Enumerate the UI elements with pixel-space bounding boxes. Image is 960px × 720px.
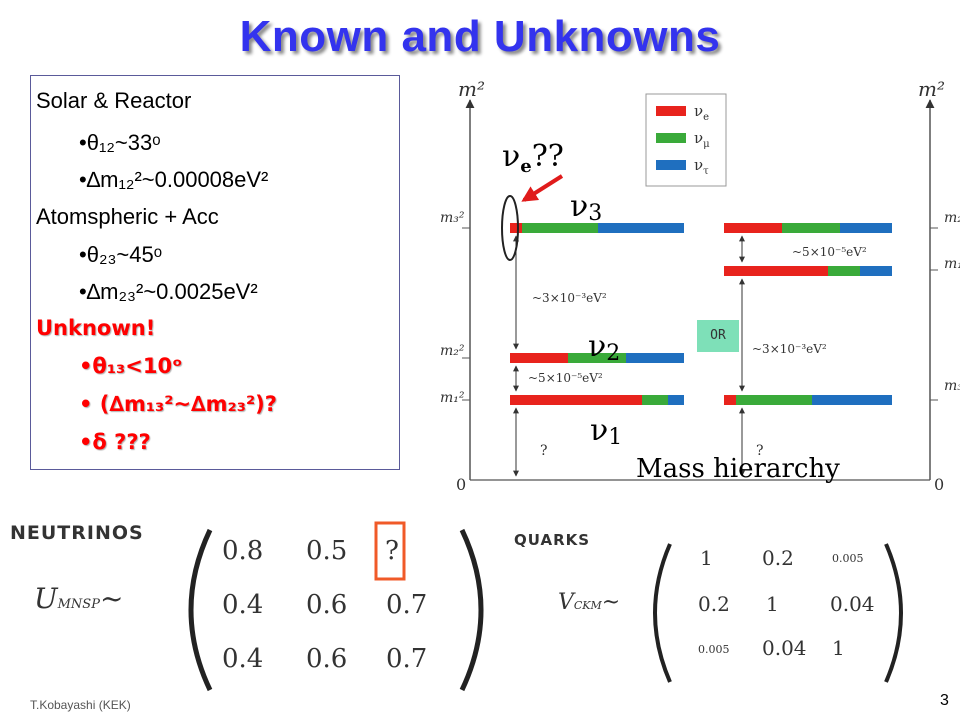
right-axis-label: m²	[918, 77, 945, 101]
zero-label-right: 0	[934, 475, 944, 494]
right-big-split-label: ~3×10⁻³eV²	[752, 342, 827, 356]
quark-cell: 0.005	[698, 643, 730, 656]
nu3-label: ν3	[570, 189, 602, 226]
author-footer: T.Kobayashi (KEK)	[30, 698, 131, 712]
neutrino-cell: 0.7	[386, 644, 428, 674]
unknown-element-highlight	[374, 521, 406, 581]
legend-swatch-nutau	[656, 160, 686, 170]
nu2-level-left	[510, 353, 684, 363]
quark-left-paren	[653, 543, 672, 683]
left-m3-label: m₃²	[440, 210, 465, 226]
neutrino-cell: 0.4	[222, 590, 264, 620]
nu3-level-right	[724, 395, 892, 405]
summary-box: Solar & Reactor •θ₁₂~33ᵒ •∆m₁₂²~0.00008e…	[30, 75, 400, 470]
neutrino-left-paren	[188, 528, 213, 692]
nue-highlight-ellipse	[501, 195, 519, 261]
neutrino-cell: 0.6	[306, 644, 348, 674]
neutrino-cell: 0.8	[222, 536, 264, 566]
neutrino-cell: 0.5	[306, 536, 348, 566]
right-question: ?	[756, 443, 764, 459]
dm12-item: •∆m₁₂²~0.00008eV²	[79, 167, 269, 192]
nue-label: νe??	[502, 139, 564, 177]
left-axis-label: m²	[458, 77, 485, 101]
left-big-split-label: ~3×10⁻³eV²	[532, 291, 607, 305]
theta12-item: •θ₁₂~33ᵒ	[79, 130, 161, 155]
solar-reactor-heading: Solar & Reactor	[36, 88, 192, 113]
page-number: 3	[940, 692, 949, 709]
unknown-heading: Unknown!	[36, 316, 156, 340]
theta13-item: •θ₁₃<10ᵒ	[79, 354, 183, 378]
umnsp-symbol: UMNSP~	[34, 582, 124, 615]
legend-swatch-numu	[656, 133, 686, 143]
left-small-split-label: ~5×10⁻⁵eV²	[528, 371, 603, 385]
right-m1-label: m₁²	[944, 256, 960, 272]
right-m2-label: m₂²	[944, 210, 960, 226]
left-m1-label: m₁²	[440, 390, 465, 406]
flavor-legend: νe νμ ντ	[645, 93, 727, 187]
nu3-level-left	[510, 223, 684, 233]
quark-cell: 1	[700, 546, 713, 570]
quark-cell: 0.2	[762, 546, 794, 570]
quark-cell: 1	[766, 592, 779, 616]
neutrino-right-paren	[459, 528, 484, 692]
atmospheric-heading: Atomspheric + Acc	[36, 204, 219, 229]
neutrino-cell: 0.6	[306, 590, 348, 620]
quark-cell: 0.04	[830, 592, 875, 616]
nue-pointer-arrow	[521, 174, 564, 202]
nu2-label: ν2	[588, 329, 620, 366]
quarks-heading: QUARKS	[514, 531, 591, 549]
quark-cell: 0.04	[762, 636, 807, 660]
quark-right-paren	[884, 543, 903, 683]
quark-matrix	[653, 543, 903, 683]
or-label: OR	[697, 320, 739, 352]
page-title: Known and Unknowns	[239, 12, 721, 61]
zero-label-left: 0	[456, 475, 466, 494]
neutrino-matrix	[188, 521, 484, 692]
neutrino-cell: ?	[385, 536, 399, 566]
right-m3-label: m₃²	[944, 378, 960, 394]
quark-cell: 1	[832, 636, 845, 660]
theta23-item: •θ₂₃~45ᵒ	[79, 242, 163, 267]
dm13-item: • (∆m₁₃²~∆m₂₃²)?	[79, 392, 277, 416]
nu1-level-right	[724, 266, 892, 276]
nu1-level-left	[510, 395, 684, 405]
quark-cell: 0.2	[698, 592, 730, 616]
neutrino-cell: 0.4	[222, 644, 264, 674]
delta-item: •δ ???	[79, 430, 151, 454]
right-small-split-label: ~5×10⁻⁵eV²	[792, 245, 867, 259]
legend-swatch-nue	[656, 106, 686, 116]
vckm-symbol: VCKM~	[558, 590, 621, 615]
neutrino-cell: 0.7	[386, 590, 428, 620]
nu1-label: ν1	[590, 413, 622, 450]
mass-hierarchy-diagram: m² m² 0 0 νe νμ ντ m₃² m₂² m₁² m₂² m₁² m…	[440, 77, 960, 494]
dm23-item: •∆m₂₃²~0.0025eV²	[79, 279, 258, 304]
nu2-level-right	[724, 223, 892, 233]
left-question: ?	[540, 443, 548, 459]
neutrinos-heading: NEUTRINOS	[10, 522, 144, 544]
left-m2-label: m₂²	[440, 343, 465, 359]
mass-hierarchy-caption: Mass hierarchy	[636, 454, 840, 484]
quark-cell: 0.005	[832, 552, 864, 565]
